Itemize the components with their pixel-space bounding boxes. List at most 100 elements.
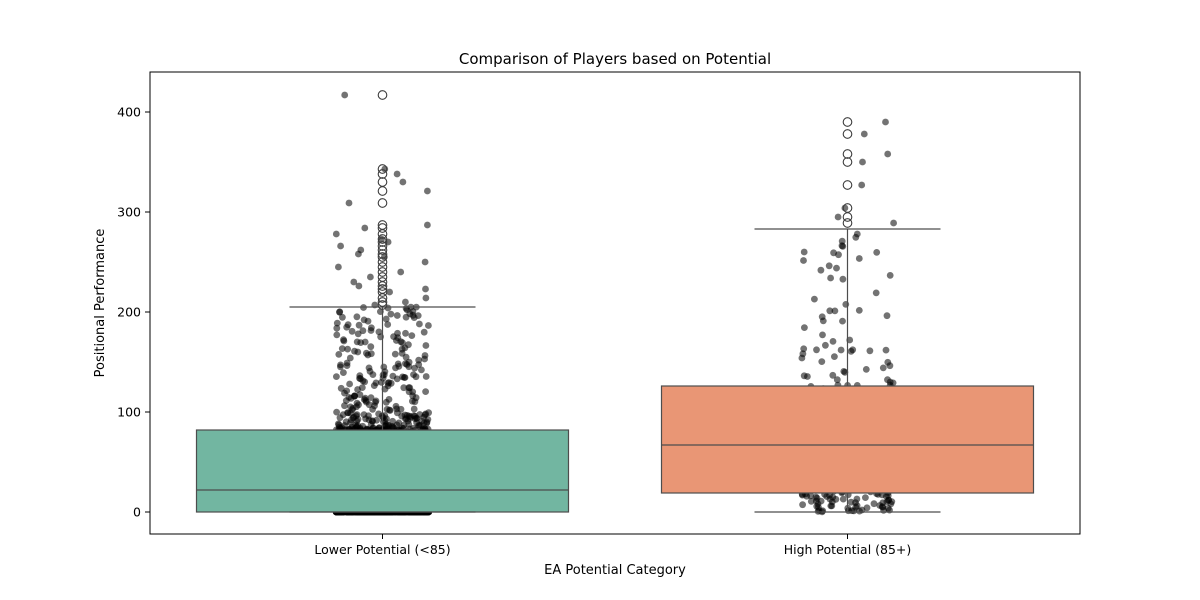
- strip-point: [420, 413, 428, 421]
- strip-point: [333, 324, 341, 332]
- strip-point: [842, 301, 850, 308]
- strip-point: [353, 338, 361, 346]
- strip-point: [412, 373, 420, 381]
- strip-point: [333, 331, 341, 339]
- strip-point: [365, 401, 373, 409]
- outlier-marker: [842, 149, 853, 159]
- outlier-marker: [842, 157, 853, 167]
- strip-point: [819, 507, 827, 515]
- strip-point: [344, 409, 351, 416]
- strip-point: [827, 274, 834, 282]
- strip-point: [340, 369, 347, 376]
- strip-point: [345, 394, 353, 401]
- x-axis-label: EA Potential Category: [544, 563, 686, 578]
- strip-point: [807, 492, 815, 500]
- outlier-marker: [377, 287, 388, 297]
- strip-point: [384, 321, 392, 328]
- strip-point: [879, 364, 887, 372]
- strip-point: [860, 130, 868, 138]
- outlier-marker: [842, 212, 853, 222]
- x-tick-label: High Potential (85+): [784, 542, 912, 557]
- outlier-marker: [377, 300, 388, 310]
- strip-point: [382, 398, 390, 406]
- strip-point: [348, 327, 356, 335]
- strip-point: [886, 272, 894, 279]
- strip-point: [873, 249, 881, 256]
- strip-point: [819, 331, 826, 339]
- strip-point: [817, 266, 825, 274]
- strip-point: [422, 294, 430, 302]
- strip-point: [367, 327, 375, 334]
- strip-point: [402, 313, 410, 321]
- strip-point: [340, 336, 347, 344]
- outlier-marker: [377, 223, 388, 233]
- strip-point: [337, 242, 344, 250]
- strip-point: [421, 355, 428, 363]
- strip-point: [839, 275, 847, 283]
- strip-point: [346, 354, 354, 362]
- strip-point: [839, 317, 846, 325]
- strip-point: [398, 349, 406, 357]
- strip-point: [333, 319, 341, 327]
- outlier-marker: [377, 277, 388, 287]
- strip-point: [350, 392, 358, 400]
- strip-point: [834, 213, 842, 221]
- outlier-marker: [377, 90, 388, 100]
- strip-point: [361, 378, 369, 386]
- strip-point: [884, 358, 892, 366]
- outlier-marker: [377, 262, 388, 272]
- strip-point: [336, 308, 344, 316]
- strip-point: [866, 347, 874, 355]
- strip-point: [879, 503, 886, 510]
- strip-point: [389, 423, 396, 430]
- strip-point: [367, 394, 375, 401]
- strip-point: [811, 295, 818, 303]
- strip-point: [371, 402, 378, 410]
- outlier-marker: [377, 245, 388, 255]
- strip-point: [357, 246, 365, 254]
- outlier-marker: [377, 252, 388, 262]
- strip-point: [848, 507, 856, 515]
- strip-point: [402, 329, 409, 337]
- strip-point: [882, 118, 889, 126]
- strip-point: [422, 373, 430, 380]
- strip-point: [400, 374, 408, 381]
- strip-point: [883, 312, 891, 320]
- strip-point: [335, 263, 342, 271]
- y-tick-label: 0: [133, 505, 141, 520]
- strip-point: [890, 219, 897, 227]
- strip-point: [367, 343, 375, 351]
- strip-point: [355, 321, 363, 329]
- strip-point: [415, 421, 423, 429]
- outlier-markers: [377, 90, 853, 310]
- strip-point: [870, 500, 878, 508]
- outlier-marker: [377, 267, 388, 277]
- outlier-marker: [377, 284, 388, 294]
- strip-point: [800, 257, 807, 264]
- strip-point: [346, 380, 353, 388]
- outlier-marker: [842, 180, 853, 190]
- y-axis-ticks: 0 100 200 300 400: [117, 105, 150, 520]
- strip-point: [391, 350, 399, 358]
- strip-point: [813, 346, 820, 354]
- strip-point: [847, 347, 855, 355]
- strip-point: [353, 313, 361, 321]
- strip-point: [344, 345, 351, 353]
- outlier-marker: [377, 241, 388, 251]
- strip-point: [399, 178, 407, 186]
- strip-point: [361, 224, 369, 232]
- strip-point: [409, 388, 417, 396]
- strip-point: [841, 368, 849, 376]
- strip-point: [339, 313, 346, 321]
- strip-point: [424, 187, 431, 195]
- strip-point: [884, 150, 892, 158]
- strip-point: [341, 389, 348, 397]
- strip-point: [826, 307, 834, 315]
- strip-point: [858, 181, 866, 189]
- strip-point: [398, 412, 406, 420]
- outlier-marker: [377, 272, 388, 282]
- strip-point: [337, 384, 345, 392]
- strip-point: [380, 363, 388, 371]
- strip-point: [387, 310, 395, 318]
